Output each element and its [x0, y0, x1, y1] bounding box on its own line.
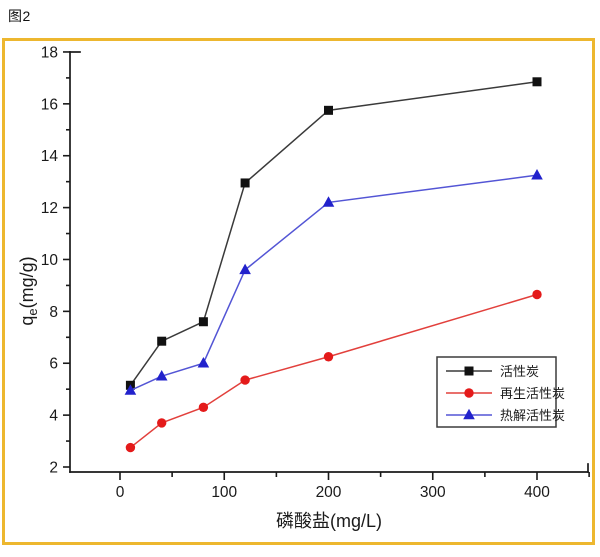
data-point-square — [240, 178, 250, 188]
data-point-circle — [198, 402, 209, 413]
legend-label: 热解活性炭 — [500, 408, 565, 423]
y-tick-label: 12 — [41, 200, 58, 217]
legend-item: 热解活性炭 — [446, 408, 565, 423]
x-tick-label: 200 — [316, 484, 342, 501]
legend-label: 活性炭 — [500, 364, 539, 379]
data-point-square — [324, 105, 333, 115]
legend-label: 再生活性炭 — [500, 386, 565, 401]
y-tick-label: 16 — [41, 96, 58, 113]
y-tick-label: 18 — [41, 44, 58, 61]
y-tick-label: 2 — [49, 460, 58, 477]
y-tick-label: 8 — [49, 304, 58, 321]
x-tick-label: 400 — [524, 484, 550, 501]
data-point-circle — [323, 352, 334, 362]
x-tick-label: 100 — [211, 484, 237, 501]
axis-ticks — [63, 51, 590, 480]
data-point-circle — [240, 375, 250, 385]
series-line — [129, 81, 538, 386]
data-point-circle — [464, 388, 474, 398]
series-1 — [125, 289, 542, 453]
data-point-triangle — [322, 196, 335, 207]
data-point-square — [464, 366, 474, 376]
series-line — [129, 293, 538, 449]
data-point-triangle — [197, 357, 210, 368]
data-point-triangle — [155, 370, 168, 381]
series-2 — [124, 168, 543, 395]
data-point-square — [532, 77, 542, 87]
data-point-square — [198, 317, 208, 327]
data-point-square — [157, 336, 167, 346]
data-point-circle — [157, 418, 167, 428]
figure-caption: 图2 — [8, 8, 31, 24]
series-0 — [125, 77, 542, 390]
data-point-triangle — [463, 408, 475, 420]
data-point-circle — [532, 289, 542, 300]
x-tick-label: 300 — [420, 484, 446, 501]
data-point-triangle — [239, 263, 251, 275]
y-tick-label: 14 — [41, 148, 59, 165]
y-tick-label: 4 — [49, 408, 58, 425]
x-tick-label: 0 — [116, 484, 125, 501]
y-tick-label: 10 — [41, 252, 59, 269]
data-point-triangle — [124, 384, 137, 395]
data-point-triangle — [531, 168, 543, 180]
chart-svg: 2 4 6 8 10 12 14 16 18 0 100 200 300 400 磷酸盐(mg/L) qe(m… — [17, 44, 590, 531]
y-axis-title: qe(mg/g) — [17, 256, 40, 325]
legend-item: 活性炭 — [446, 364, 539, 379]
legend-item: 再生活性炭 — [446, 386, 565, 401]
x-axis-title: 磷酸盐(mg/L) — [276, 511, 382, 531]
y-tick-labels: 2 4 6 8 10 12 14 16 18 — [41, 44, 59, 476]
chart-frame: 2 4 6 8 10 12 14 16 18 0 100 200 300 400 磷酸盐(mg/L) qe(m… — [2, 38, 595, 545]
series-line — [130, 174, 538, 392]
y-tick-label: 6 — [49, 356, 58, 373]
data-point-circle — [125, 442, 136, 453]
x-tick-labels: 0 100 200 300 400 — [116, 484, 551, 501]
